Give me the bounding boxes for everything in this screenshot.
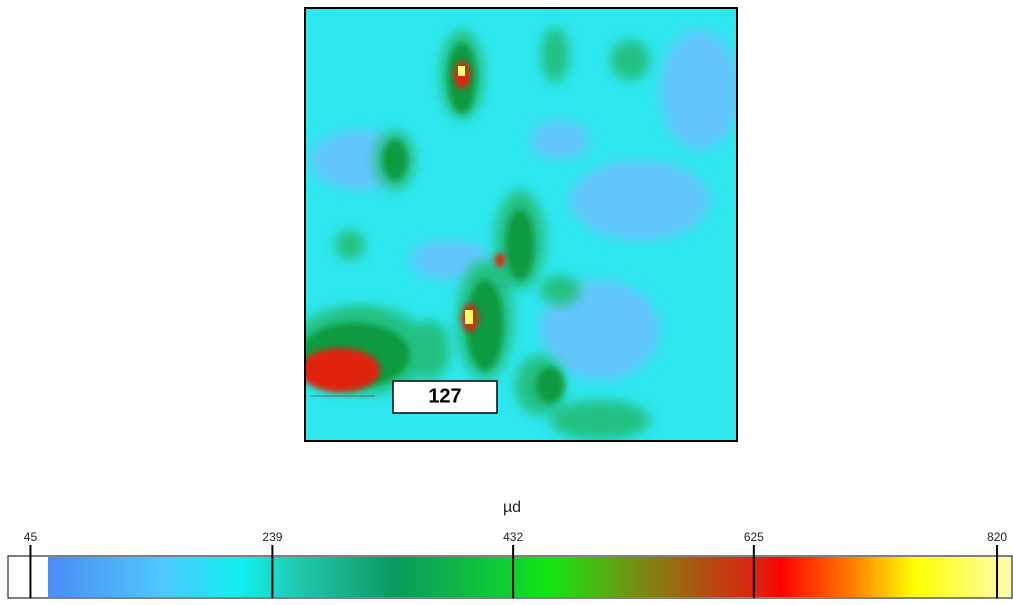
tick-label: 432: [503, 530, 523, 544]
tick-label: 820: [987, 530, 1007, 544]
map-label: 127: [428, 385, 461, 407]
colorbar: [8, 556, 1012, 598]
map: 127: [290, 8, 740, 441]
colorbar-gradient: [48, 557, 1011, 597]
screen: 127 µd 45 239 432 625 820: [0, 0, 1013, 605]
tick-label: 239: [262, 530, 282, 544]
unit-label: µd: [503, 499, 521, 516]
page: {"chart_data": {"type": "colorbar", "map…: [0, 0, 1013, 605]
tick-label: 45: [24, 530, 38, 544]
tick-label: 625: [744, 530, 764, 544]
